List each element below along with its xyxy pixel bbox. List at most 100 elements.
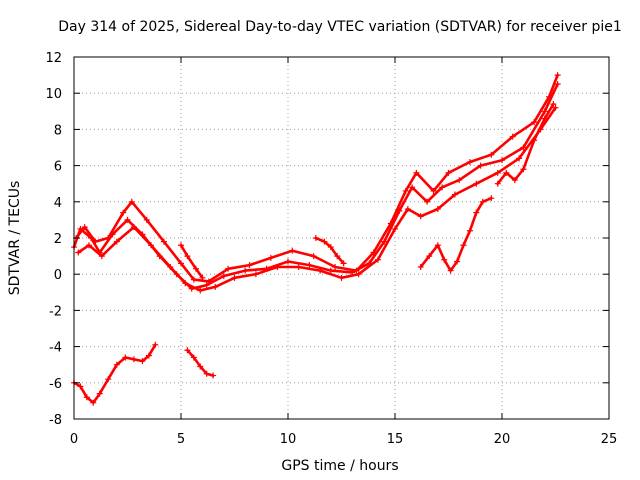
x-tick-label: 0: [70, 432, 78, 447]
data-point: [550, 101, 557, 108]
data-point: [178, 260, 184, 267]
data-point: [120, 209, 127, 216]
x-tick-label: 5: [177, 432, 185, 447]
data-point: [306, 262, 313, 269]
data-point: [220, 273, 227, 280]
series-line: [186, 348, 215, 377]
data-point: [98, 253, 105, 260]
data-point: [182, 280, 189, 287]
data-point: [124, 216, 131, 223]
data-point: [494, 169, 501, 176]
data-point: [511, 177, 518, 184]
y-tick-label: 2: [54, 232, 62, 247]
x-axis-label: GPS time / hours: [281, 458, 398, 474]
data-point: [424, 198, 431, 205]
chart-title: Day 314 of 2025, Sidereal Day-to-day VTE…: [58, 19, 622, 35]
y-tick-label: 10: [45, 87, 62, 102]
data-point: [338, 274, 345, 281]
data-point: [122, 354, 129, 361]
data-point: [113, 238, 120, 245]
series-track-7: [417, 195, 495, 274]
y-tick-label: 0: [54, 268, 62, 283]
data-point: [447, 267, 454, 274]
data-point: [387, 220, 394, 227]
data-point: [353, 267, 360, 274]
data-point: [225, 265, 232, 272]
data-point: [105, 235, 112, 241]
data-point: [434, 242, 441, 249]
data-point: [426, 253, 433, 260]
data-point: [246, 262, 253, 269]
data-point: [184, 347, 191, 354]
data-point: [404, 206, 411, 213]
data-point: [340, 260, 347, 267]
y-tick-label: -4: [49, 341, 62, 356]
data-point: [520, 144, 527, 151]
data-point: [466, 227, 473, 234]
series-track-5: [184, 347, 217, 379]
data-point: [451, 191, 458, 198]
data-point: [312, 235, 319, 241]
y-tick-label: -8: [49, 413, 62, 428]
data-point: [317, 267, 324, 274]
data-point: [130, 224, 137, 231]
data-point: [212, 283, 219, 290]
data-point: [145, 352, 152, 359]
data-point: [128, 198, 135, 205]
data-point: [503, 169, 510, 176]
data-point: [392, 225, 398, 232]
y-tick-label: 4: [54, 196, 62, 211]
tick-layer: 0 5 10 15 20 25 -8 -6 -4 -2 0 2 4 6 8 10 12: [45, 51, 617, 447]
data-point: [203, 282, 210, 289]
series-track-3: [75, 104, 559, 294]
data-point: [199, 274, 206, 281]
data-point: [184, 253, 191, 260]
series-line: [179, 243, 204, 280]
data-point: [96, 390, 103, 397]
y-tick-label: -6: [49, 377, 62, 392]
data-point: [113, 361, 120, 368]
y-tick-label: 12: [45, 51, 62, 66]
data-point: [92, 238, 99, 245]
y-tick-label: -2: [49, 304, 62, 319]
data-point: [83, 394, 90, 401]
data-point: [139, 358, 146, 365]
data-point: [402, 187, 409, 194]
y-axis-label: SDTVAR / TECUs: [7, 181, 23, 296]
data-point: [494, 180, 501, 187]
data-point: [167, 263, 174, 270]
data-point: [295, 263, 302, 270]
grid-layer: [74, 57, 609, 419]
data-point: [190, 276, 197, 283]
data-point: [488, 151, 495, 158]
series-track-1: [71, 81, 561, 292]
data-point: [466, 158, 473, 165]
data-point: [274, 263, 281, 270]
data-point: [148, 242, 155, 249]
series-line: [419, 196, 493, 272]
data-point: [310, 253, 317, 260]
data-point: [327, 244, 334, 251]
data-point: [473, 180, 480, 187]
data-point: [409, 184, 416, 191]
y-tick-label: 8: [54, 123, 62, 138]
data-point: [374, 256, 381, 263]
x-tick-label: 10: [280, 432, 297, 447]
series-track-6: [178, 242, 206, 281]
data-point: [546, 93, 553, 100]
data-point: [203, 370, 210, 377]
data-point: [445, 169, 452, 176]
data-point: [488, 195, 495, 202]
data-point: [413, 169, 420, 176]
data-point: [479, 198, 486, 205]
data-point: [321, 238, 328, 245]
data-point: [531, 137, 538, 144]
data-point: [417, 263, 424, 270]
series-line: [72, 82, 559, 290]
data-point: [434, 206, 441, 213]
data-point: [130, 356, 137, 363]
data-point: [231, 274, 238, 281]
data-point: [210, 372, 217, 379]
data-point: [554, 81, 561, 88]
data-point: [541, 108, 548, 115]
